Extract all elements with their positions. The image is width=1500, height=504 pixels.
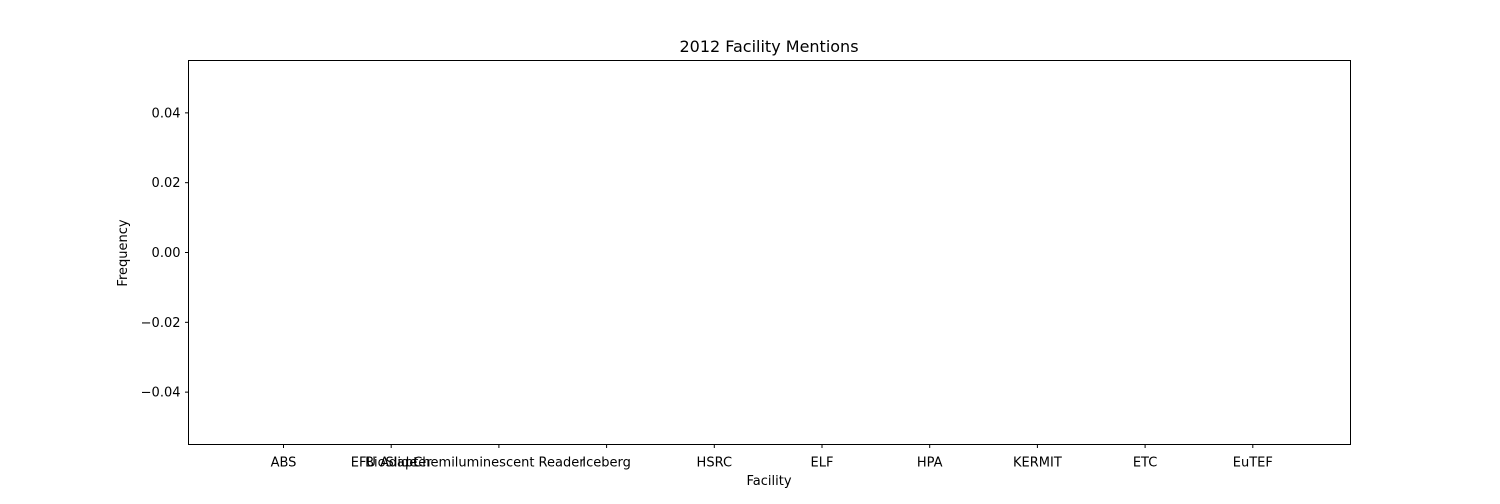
x-tick-label: ETC [1133, 456, 1157, 471]
chart-title: 2012 Facility Mentions [679, 37, 858, 56]
x-tick-label: Iceberg [582, 456, 631, 471]
x-tick-label: EuTEF [1233, 456, 1273, 471]
plot-area-frame [188, 60, 1351, 445]
x-tick-label: HSRC [697, 456, 733, 471]
y-axis-ticks: −0.04 −0.02 0.00 0.02 0.04 [141, 106, 189, 401]
x-tick-label: KERMIT [1013, 456, 1062, 471]
y-tick-label: 0.02 [152, 176, 181, 191]
y-axis-label: Frequency [116, 219, 131, 286]
x-tick-label: HPA [917, 456, 943, 471]
x-tick-label: Chemiluminescent Reader [413, 456, 585, 471]
x-tick-label: ELF [811, 456, 834, 471]
x-tick-label: BioSlide [365, 456, 417, 471]
y-tick-label: −0.04 [141, 386, 181, 401]
y-tick-label: 0.04 [152, 106, 181, 121]
x-tick-label: ABS [271, 456, 297, 471]
y-tick-label: 0.00 [152, 246, 181, 261]
y-tick-label: −0.02 [141, 316, 181, 331]
x-axis-label: Facility [746, 474, 791, 489]
x-tick-label: EFU Adapter [351, 456, 433, 471]
